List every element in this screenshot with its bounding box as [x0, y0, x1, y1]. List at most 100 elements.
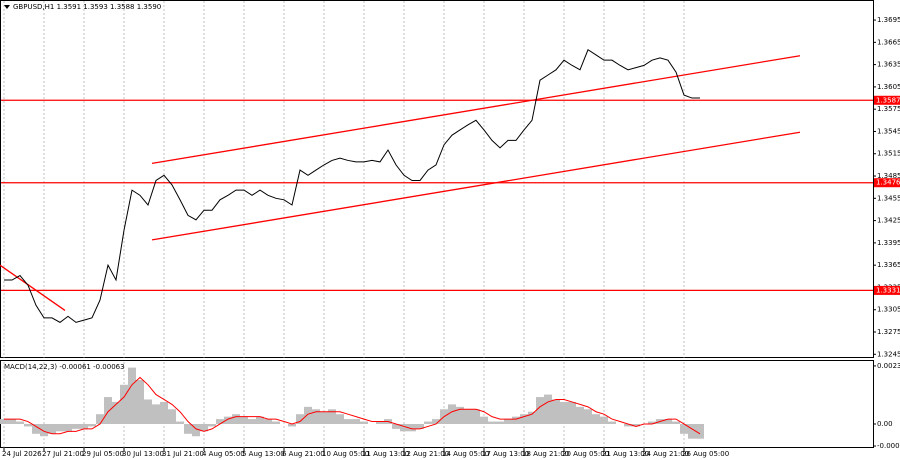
macd-bar: [416, 423, 424, 429]
macd-bar: [472, 409, 480, 424]
macd-bar: [296, 414, 304, 424]
x-tick-label: 12 Aug 21:00: [402, 450, 449, 458]
macd-bar: [512, 416, 520, 424]
macd-bar: [256, 416, 264, 424]
y-tick-label: 1.3425: [877, 217, 900, 225]
menu-arrow: [4, 5, 10, 9]
macd-bar: [32, 423, 40, 434]
level-label: 1.3476: [876, 179, 900, 187]
macd-bar: [608, 421, 616, 424]
macd-bar: [232, 414, 240, 424]
macd-bar: [312, 409, 320, 424]
macd-bar: [456, 406, 464, 424]
macd-bar: [632, 423, 640, 427]
macd-bar: [208, 423, 216, 427]
macd-bar: [528, 411, 536, 424]
y-tick-label: 1.3545: [877, 127, 900, 135]
level-label: 1.3331: [876, 286, 900, 294]
macd-bar: [544, 394, 552, 424]
x-tick-label: 4 Aug 05:00: [202, 450, 245, 458]
macd-bar: [696, 423, 704, 439]
macd-bar: [96, 414, 104, 424]
indicator-title: MACD(14,22,3) -0.00061 -0.00063: [4, 363, 125, 371]
macd-bar: [304, 406, 312, 424]
macd-bar: [24, 423, 32, 427]
macd-bar: [120, 384, 128, 424]
macd-bar: [424, 421, 432, 424]
x-tick-label: 30 Jul 13:00: [122, 450, 164, 458]
macd-bar: [360, 421, 368, 424]
y-tick-label: 1.3635: [877, 61, 900, 69]
x-tick-label: 17 Aug 13:00: [482, 450, 529, 458]
macd-bar: [168, 409, 176, 424]
macd-bar: [80, 423, 88, 429]
trendline: [0, 264, 66, 311]
macd-bar: [0, 419, 8, 424]
trendline: [151, 131, 801, 241]
macd-bar: [592, 414, 600, 424]
macd-bar: [104, 397, 112, 424]
macd-bar: [56, 423, 64, 432]
x-tick-label: 24 Aug 21:00: [642, 450, 689, 458]
y-tick-label: 1.3395: [877, 239, 900, 247]
macd-bar: [112, 401, 120, 424]
macd-bar: [152, 404, 160, 424]
price-line: [4, 49, 700, 323]
x-tick-label: 24 Jul 2026: [2, 450, 42, 458]
macd-bar: [584, 409, 592, 424]
y-tick-label: 1.3665: [877, 38, 900, 46]
chart-title: GBPUSD,H1 1.3591 1.3593 1.3588 1.3590: [13, 3, 161, 11]
macd-bar: [680, 423, 688, 434]
macd-bar: [16, 421, 24, 424]
y-tick-label: 1.3305: [877, 306, 900, 314]
macd-bar: [496, 421, 504, 424]
y-tick-label: 0.00: [877, 420, 893, 428]
x-tick-label: 26 Aug 05:00: [682, 450, 729, 458]
macd-bar: [552, 399, 560, 424]
macd-bar: [480, 416, 488, 424]
y-tick-label: 1.3455: [877, 194, 900, 202]
macd-bar: [200, 423, 208, 432]
macd-bar: [40, 423, 48, 437]
x-tick-label: 5 Aug 13:00: [242, 450, 285, 458]
x-tick-label: 20 Aug 05:00: [562, 450, 609, 458]
macd-bar: [576, 406, 584, 424]
macd-bar: [88, 423, 96, 427]
macd-bar: [504, 419, 512, 424]
macd-bar: [240, 416, 248, 424]
macd-bar: [160, 401, 168, 424]
level-label: 1.3587: [876, 96, 900, 104]
level-label-box: [874, 178, 900, 188]
level-label-box: [874, 95, 900, 105]
y-tick-label: 1.3485: [877, 172, 900, 180]
macd-bar: [392, 423, 400, 429]
macd-bar: [72, 423, 80, 429]
signal-line: [4, 376, 701, 435]
x-tick-label: 21 Aug 13:00: [602, 450, 649, 458]
macd-bar: [144, 399, 152, 424]
macd-bar: [520, 414, 528, 424]
macd-bar: [224, 416, 232, 424]
macd-bar: [488, 421, 496, 424]
macd-bar: [248, 419, 256, 424]
macd-bar: [192, 423, 200, 437]
macd-bar: [136, 379, 144, 424]
macd-bar: [216, 419, 224, 424]
macd-bar: [64, 423, 72, 432]
macd-bar: [448, 404, 456, 424]
x-tick-label: 10 Aug 05:00: [322, 450, 369, 458]
level-label-box: [874, 285, 900, 295]
macd-bar: [464, 409, 472, 424]
macd-bar: [568, 401, 576, 424]
y-tick-label: 1.3365: [877, 261, 900, 269]
macd-bar: [376, 421, 384, 424]
macd-bar: [48, 423, 56, 434]
x-tick-label: 31 Jul 21:00: [162, 450, 204, 458]
y-tick-label: 1.3245: [877, 350, 900, 358]
trendline: [151, 55, 801, 165]
macd-bar: [408, 423, 416, 432]
price-pane: [0, 0, 874, 358]
macd-bar: [688, 423, 696, 439]
macd-bar: [264, 419, 272, 424]
macd-bar: [288, 423, 296, 427]
